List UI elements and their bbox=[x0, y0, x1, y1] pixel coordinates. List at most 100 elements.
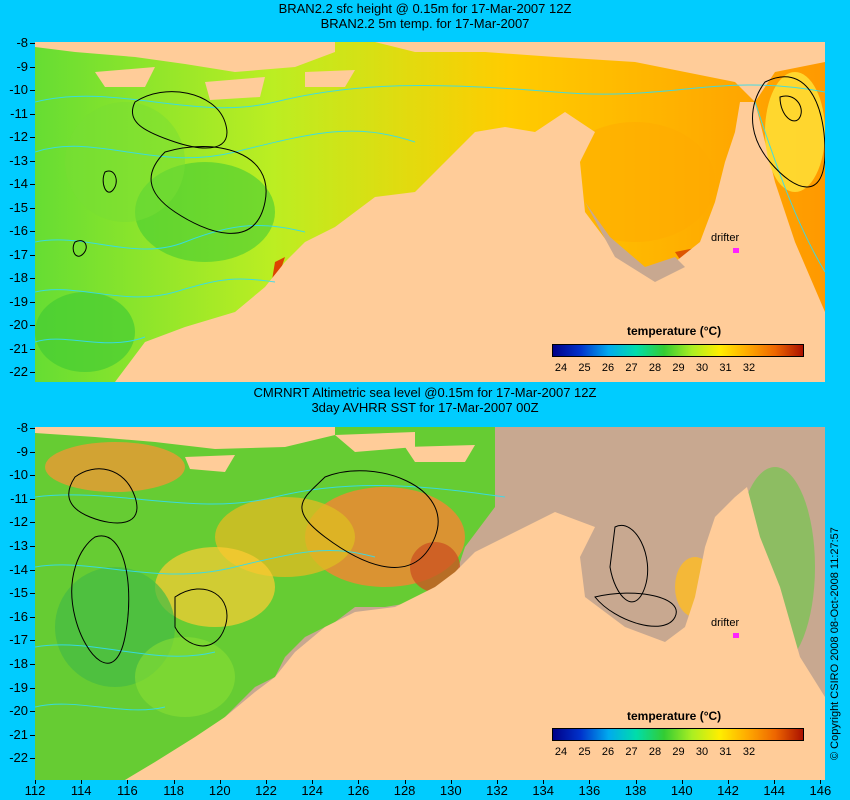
bottom-y-tick bbox=[30, 687, 35, 689]
top-y-tick bbox=[30, 90, 35, 91]
x-tick-label: 142 bbox=[717, 783, 739, 798]
top-y-tick-label: -15 bbox=[9, 199, 28, 215]
x-tick bbox=[496, 780, 498, 784]
bottom-y-tick-label: -21 bbox=[9, 726, 28, 742]
x-tick-label: 122 bbox=[255, 783, 277, 798]
top-y-tick bbox=[30, 348, 35, 350]
x-tick bbox=[265, 780, 267, 784]
bottom-y-tick-label: -13 bbox=[9, 538, 28, 553]
x-tick bbox=[820, 780, 822, 784]
x-tick-label: 124 bbox=[301, 783, 324, 798]
top-y-tick bbox=[30, 207, 35, 209]
top-y-tick-label: -11 bbox=[10, 105, 28, 121]
bottom-map-panel bbox=[35, 427, 825, 780]
top-y-tick bbox=[30, 372, 35, 373]
x-tick-label: 136 bbox=[578, 783, 601, 798]
bottom-legend-label: 28 bbox=[648, 746, 662, 758]
top-panel-title-1: BRAN2.2 sfc height @ 0.15m for 17-Mar-20… bbox=[278, 1, 572, 16]
bottom-y-tick bbox=[30, 546, 35, 547]
x-tick bbox=[312, 780, 314, 784]
bottom-legend-label: 32 bbox=[742, 746, 756, 758]
top-legend-label: 27 bbox=[625, 362, 638, 374]
bottom-y-tick-label: -17 bbox=[9, 632, 28, 648]
bottom-y-tick-label: -20 bbox=[9, 703, 28, 719]
x-tick-label: 112 bbox=[24, 783, 46, 798]
x-tick bbox=[727, 780, 729, 784]
bottom-y-tick bbox=[30, 758, 35, 760]
new-guinea-coast bbox=[375, 42, 825, 102]
bottom-legend-label: 25 bbox=[578, 746, 591, 758]
x-tick bbox=[681, 780, 683, 784]
x-tick-label: 114 bbox=[70, 783, 92, 798]
x-tick bbox=[173, 780, 175, 784]
x-tick-label: 130 bbox=[439, 783, 462, 798]
top-y-tick bbox=[30, 137, 35, 138]
bottom-y-tick-label: -15 bbox=[9, 585, 28, 601]
top-legend-label: 31 bbox=[719, 362, 732, 374]
bottom-legend-label: 30 bbox=[695, 746, 709, 758]
bottom-y-tick bbox=[30, 593, 35, 595]
x-tick bbox=[81, 780, 83, 784]
top-y-tick bbox=[30, 113, 35, 115]
top-y-tick-label: -22 bbox=[9, 364, 28, 379]
bottom-drifter-marker bbox=[733, 633, 739, 638]
x-tick-label: 132 bbox=[486, 783, 508, 798]
x-tick bbox=[774, 780, 776, 784]
bottom-y-tick bbox=[30, 498, 35, 500]
x-tick-label: 116 bbox=[117, 783, 138, 798]
copyright-text: © Copyright CSIRO 2008 08-Oct-2008 11:27… bbox=[829, 527, 841, 760]
x-tick bbox=[35, 780, 36, 784]
top-y-tick-label: -9 bbox=[16, 58, 28, 74]
top-drifter-marker bbox=[733, 248, 739, 253]
top-legend-colorbar bbox=[552, 344, 804, 357]
top-y-tick-label: -10 bbox=[9, 82, 28, 97]
top-legend-label: 25 bbox=[578, 362, 591, 374]
top-y-tick-label: -14 bbox=[9, 176, 28, 191]
bottom-y-tick-label: -22 bbox=[9, 750, 28, 766]
top-y-tick bbox=[30, 43, 35, 44]
sea-level-contours-black bbox=[72, 76, 825, 257]
bottom-y-tick-label: -19 bbox=[9, 679, 28, 695]
top-drifter-label: drifter bbox=[711, 232, 740, 244]
x-tick-label: 126 bbox=[347, 783, 370, 798]
bottom-y-tick bbox=[30, 734, 35, 736]
top-y-tick-label: -8 bbox=[16, 35, 28, 50]
top-legend-label: 26 bbox=[601, 362, 615, 374]
altimetry-contours-cyan bbox=[35, 484, 506, 711]
top-legend-label: 30 bbox=[695, 362, 709, 374]
x-tick bbox=[589, 780, 591, 784]
x-tick-label: 118 bbox=[163, 783, 184, 798]
bottom-y-tick-label: -16 bbox=[9, 608, 28, 624]
top-legend-label: 24 bbox=[554, 362, 568, 374]
bottom-legend-colorbar bbox=[552, 728, 804, 741]
bottom-legend-label: 31 bbox=[719, 746, 732, 758]
top-panel-title-2: BRAN2.2 5m temp. for 17-Mar-2007 bbox=[320, 16, 530, 31]
bottom-y-tick-label: -14 bbox=[9, 561, 28, 577]
bottom-y-tick bbox=[30, 711, 35, 713]
top-y-tick-label: -18 bbox=[9, 270, 28, 285]
x-tick bbox=[219, 780, 221, 784]
top-y-tick-label: -16 bbox=[9, 223, 28, 238]
top-legend-label: 29 bbox=[672, 362, 685, 374]
bottom-y-tick bbox=[30, 522, 35, 524]
bottom-y-tick-label: -8 bbox=[16, 420, 28, 435]
indonesia-islands bbox=[35, 42, 335, 72]
australia-landmass bbox=[115, 102, 825, 382]
bottom-legend-label: 27 bbox=[625, 746, 638, 758]
bottom-y-tick bbox=[30, 475, 35, 477]
bottom-panel-title-2: 3day AVHRR SST for 17-Mar-2007 00Z bbox=[311, 400, 539, 415]
x-tick-label: 138 bbox=[624, 783, 647, 798]
top-legend-label: 28 bbox=[648, 362, 662, 374]
bottom-legend-label: 26 bbox=[601, 746, 615, 758]
bottom-legend-label: 24 bbox=[554, 746, 568, 758]
bottom-y-tick bbox=[30, 616, 35, 618]
top-y-tick-label: -17 bbox=[9, 246, 28, 262]
bottom-y-tick bbox=[30, 569, 35, 571]
x-tick-label: 140 bbox=[670, 783, 693, 798]
top-y-tick bbox=[30, 66, 35, 68]
top-y-tick bbox=[30, 184, 35, 185]
bottom-legend-title: temperature (°C) bbox=[627, 709, 722, 723]
bottom-y-tick bbox=[30, 640, 35, 642]
top-y-tick bbox=[30, 254, 35, 256]
x-tick bbox=[450, 780, 452, 784]
